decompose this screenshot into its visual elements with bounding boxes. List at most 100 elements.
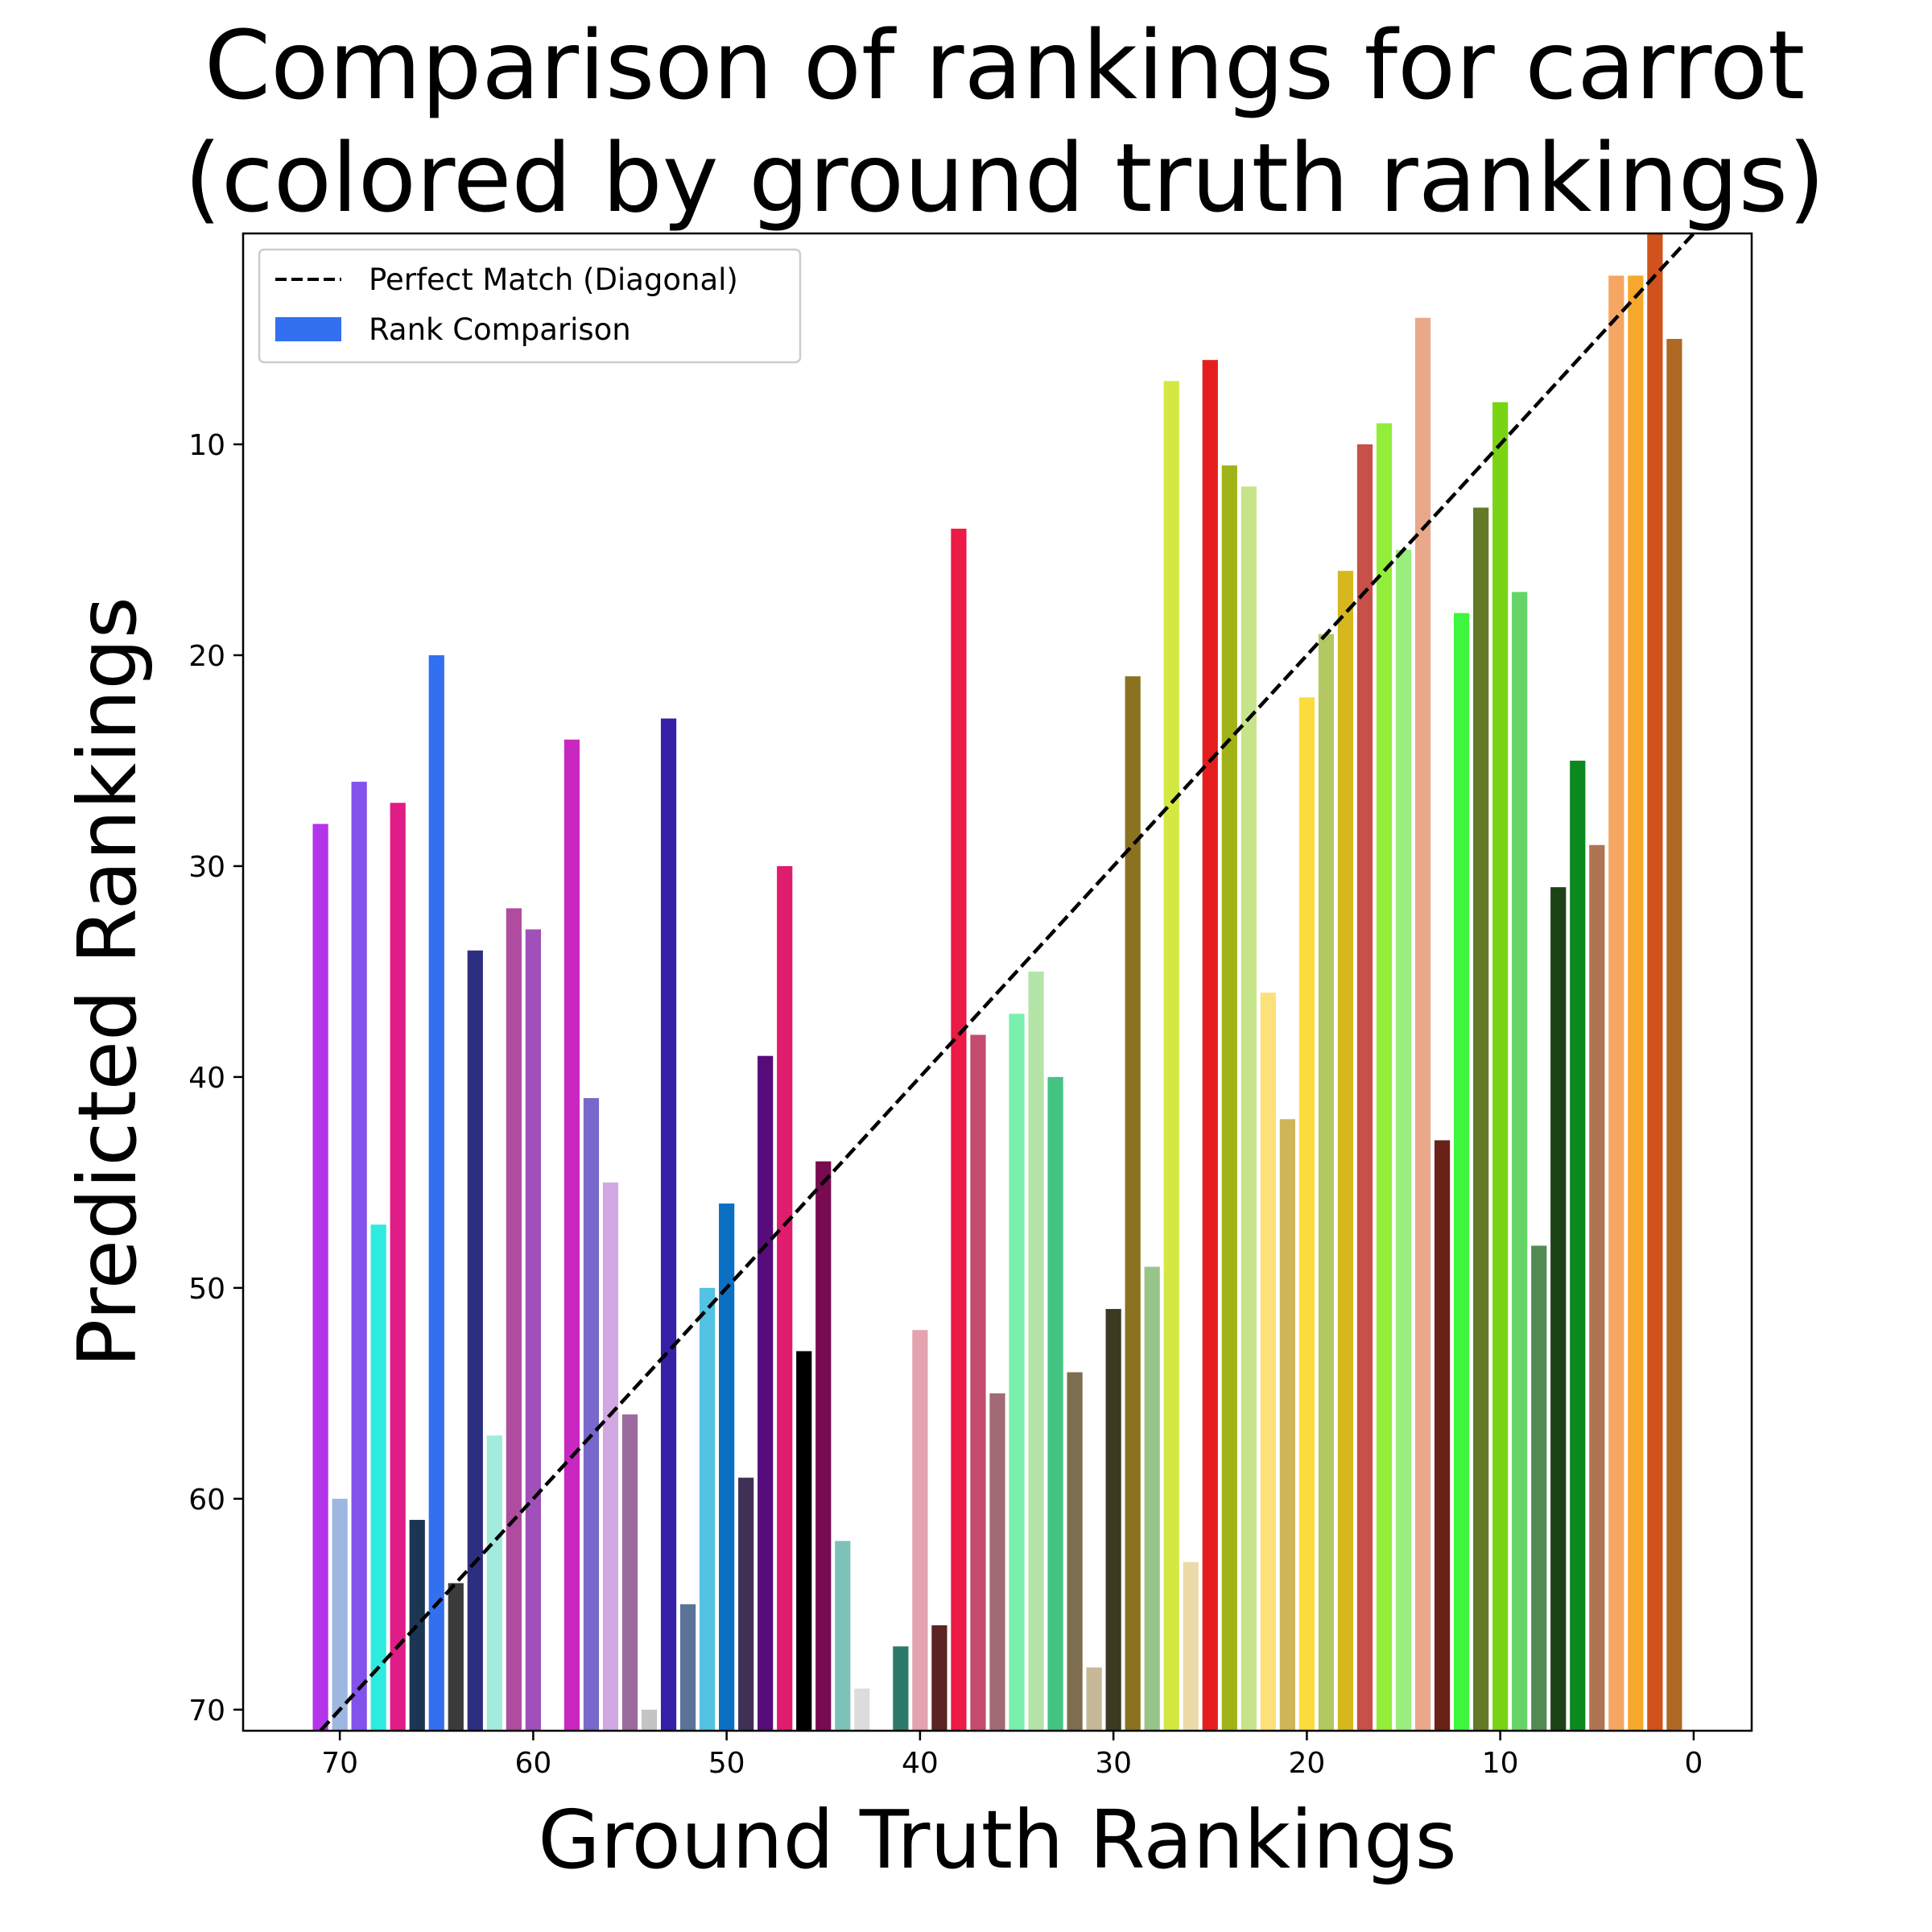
bar-gt-51: [700, 1287, 716, 1731]
bar-gt-33: [1047, 1076, 1063, 1731]
y-tick-label-70: 70: [188, 1695, 225, 1728]
bar-gt-9: [1512, 592, 1528, 1731]
y-tick-label-20: 20: [188, 640, 225, 673]
bar-gt-2: [1647, 233, 1663, 1731]
bar-gt-41: [893, 1646, 909, 1731]
bar-gt-19: [1318, 634, 1335, 1731]
bar-gt-44: [835, 1541, 851, 1731]
bar-gt-30: [1105, 1309, 1121, 1731]
diagonal-layer: [319, 232, 1695, 1732]
bar-gt-56: [602, 1182, 619, 1731]
x-tick-label-20: 20: [1289, 1747, 1326, 1780]
y-tick-label-10: 10: [188, 429, 225, 462]
x-tick-label-70: 70: [321, 1747, 358, 1780]
y-axis-label: Predicted Rankings: [60, 597, 155, 1368]
bar-gt-69: [351, 782, 367, 1731]
x-tick-label-60: 60: [514, 1747, 551, 1780]
x-tick-label-40: 40: [902, 1747, 939, 1780]
x-tick-label-10: 10: [1482, 1747, 1519, 1780]
bar-gt-39: [931, 1625, 947, 1731]
bar-gt-25: [1202, 360, 1218, 1732]
bar-gt-34: [1028, 971, 1044, 1731]
bar-gt-65: [428, 654, 444, 1732]
x-axis-ticks: 70 60 50 40 30 20 10 0: [321, 1731, 1703, 1780]
bar-gt-71: [312, 824, 328, 1731]
bar-gt-52: [679, 1604, 696, 1731]
bar-gt-14: [1414, 317, 1431, 1731]
y-axis-ticks: 10 20 30 40 50 60 70: [188, 429, 243, 1728]
x-tick-label-50: 50: [708, 1747, 745, 1780]
bar-gt-60: [525, 929, 541, 1731]
bar-gt-11: [1473, 507, 1489, 1731]
diagonal-perfect-match-line: [319, 232, 1695, 1732]
bar-gt-38: [951, 528, 967, 1731]
bar-gt-23: [1241, 486, 1257, 1731]
bar-gt-62: [486, 1435, 502, 1731]
bar-gt-31: [1086, 1667, 1102, 1731]
bar-gt-55: [621, 1414, 638, 1731]
bar-gt-49: [738, 1477, 754, 1731]
bar-gt-5: [1589, 844, 1605, 1731]
bar-gt-3: [1628, 275, 1644, 1731]
bar-gt-27: [1163, 381, 1179, 1731]
bar-gt-57: [583, 1098, 600, 1731]
bar-gt-64: [448, 1583, 464, 1731]
bar-gt-70: [332, 1498, 348, 1731]
y-tick-label-40: 40: [188, 1062, 225, 1095]
bar-gt-1: [1666, 338, 1682, 1731]
bar-gt-28: [1144, 1266, 1160, 1731]
bar-gt-68: [370, 1224, 386, 1731]
x-axis-label: Ground Truth Rankings: [538, 1793, 1456, 1887]
bar-gt-43: [854, 1688, 870, 1731]
bar-gt-20: [1298, 697, 1315, 1731]
bar-gt-54: [641, 1709, 658, 1731]
bar-gt-67: [390, 803, 406, 1731]
legend-label-perfect-match: Perfect Match (Diagonal): [369, 262, 738, 297]
bar-gt-18: [1337, 571, 1354, 1731]
bar-gt-63: [467, 950, 483, 1731]
plot-frame: [242, 232, 1753, 1732]
bar-gt-66: [409, 1520, 425, 1731]
bar-gt-29: [1125, 676, 1141, 1731]
legend-label-rank-comparison: Rank Comparison: [369, 312, 631, 347]
bar-gt-24: [1221, 465, 1237, 1732]
bar-gt-47: [777, 865, 793, 1731]
bar-gt-4: [1608, 275, 1624, 1731]
bar-gt-36: [989, 1393, 1005, 1731]
bar-gt-53: [660, 718, 677, 1731]
bar-gt-8: [1531, 1245, 1547, 1731]
bar-gt-12: [1454, 613, 1470, 1731]
bar-gt-26: [1183, 1562, 1199, 1731]
bar-gt-17: [1356, 444, 1373, 1731]
bar-gt-48: [758, 1055, 774, 1731]
legend-patch-icon: [275, 317, 341, 341]
y-tick-label-50: 50: [188, 1273, 225, 1306]
bar-gt-21: [1279, 1119, 1295, 1731]
y-tick-label-30: 30: [188, 851, 225, 884]
bar-gt-50: [719, 1203, 735, 1731]
bar-gt-45: [815, 1161, 832, 1731]
bar-gt-10: [1492, 402, 1509, 1732]
x-tick-label-30: 30: [1095, 1747, 1132, 1780]
chart-title-line-2: (colored by ground truth rankings): [184, 122, 1825, 233]
bar-gt-16: [1376, 423, 1393, 1731]
bar-gt-61: [506, 908, 522, 1731]
bar-gt-15: [1395, 549, 1412, 1732]
bar-gt-46: [796, 1351, 812, 1731]
legend: Perfect Match (Diagonal) Rank Comparison: [258, 248, 802, 364]
bar-gt-35: [1009, 1013, 1025, 1731]
legend-box: [258, 248, 802, 364]
chart-title-line-1: Comparison of rankings for carrot: [204, 10, 1805, 121]
bars-layer: [312, 233, 1682, 1732]
bar-gt-6: [1570, 760, 1586, 1732]
bar-gt-7: [1550, 887, 1567, 1731]
bar-gt-32: [1067, 1372, 1083, 1731]
y-tick-label-60: 60: [188, 1484, 225, 1517]
bar-gt-37: [970, 1034, 986, 1731]
x-tick-label-0: 0: [1684, 1747, 1703, 1780]
bar-gt-40: [912, 1330, 928, 1731]
bar-gt-22: [1260, 993, 1276, 1731]
bar-gt-58: [564, 739, 580, 1731]
bar-gt-13: [1434, 1140, 1451, 1731]
